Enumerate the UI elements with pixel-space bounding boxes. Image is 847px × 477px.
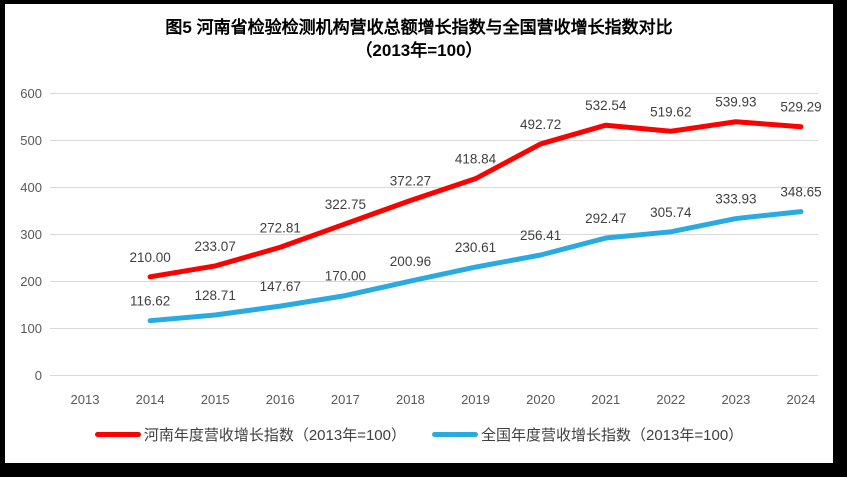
data-label-series-0: 372.27 xyxy=(390,174,431,189)
line-chart-plot-area: 0 100 200 300 400 500 600 2013 2014 2015 2016 2017 2… xyxy=(20,86,821,407)
data-label-series-0: 272.81 xyxy=(260,220,301,235)
x-axis-tick-label: 2021 xyxy=(591,392,620,407)
y-axis-tick-label: 300 xyxy=(20,227,42,242)
legend-item-henan: 河南年度营收增长指数（2013年=100） xyxy=(94,424,406,445)
y-axis-tick-label: 500 xyxy=(20,133,42,148)
x-axis-tick-label: 2022 xyxy=(656,392,685,407)
y-axis-tick-label: 200 xyxy=(20,274,42,289)
data-label-series-1: 305.74 xyxy=(650,205,692,220)
legend-item-national: 全国年度营收增长指数（2013年=100） xyxy=(432,424,743,445)
y-axis-tick-label: 0 xyxy=(35,368,42,383)
chart-figure: 图5 河南省检验检测机构营收总额增长指数与全国营收增长指数对比 （2013年=1… xyxy=(5,4,833,463)
x-axis-tick-label: 2015 xyxy=(201,392,230,407)
data-label-series-1: 348.65 xyxy=(780,185,821,200)
x-axis-tick-label: 2014 xyxy=(136,392,165,407)
data-label-series-0: 418.84 xyxy=(455,152,497,167)
data-label-series-1: 116.62 xyxy=(130,294,170,309)
data-label-series-1: 256.41 xyxy=(520,228,561,243)
data-label-series-0: 529.29 xyxy=(780,100,821,115)
data-label-series-0: 210.00 xyxy=(129,250,170,265)
data-label-series-0: 519.62 xyxy=(650,104,691,119)
x-axis-tick-label: 2017 xyxy=(331,392,360,407)
chart-title-line2: （2013年=100） xyxy=(355,41,483,61)
data-label-series-0: 233.07 xyxy=(195,239,236,254)
y-axis-tick-label: 400 xyxy=(20,180,42,195)
data-label-series-1: 147.67 xyxy=(260,279,301,294)
legend-label-national: 全国年度营收增长指数（2013年=100） xyxy=(481,427,744,444)
data-label-series-0: 322.75 xyxy=(325,197,366,212)
x-axis-tick-label: 2019 xyxy=(461,392,490,407)
data-label-series-0: 532.54 xyxy=(585,98,627,113)
henan-line-swatch-icon xyxy=(94,432,141,437)
data-label-series-1: 230.61 xyxy=(455,240,496,255)
x-axis-tick-label: 2018 xyxy=(396,392,425,407)
data-label-series-1: 170.00 xyxy=(325,269,366,284)
series-line-1 xyxy=(147,209,804,324)
y-axis-tick-label: 100 xyxy=(20,321,42,336)
data-label-series-1: 200.96 xyxy=(390,254,431,269)
x-axis-tick-label: 2024 xyxy=(787,392,816,407)
data-label-series-0: 492.72 xyxy=(520,117,561,132)
chart-title: 图5 河南省检验检测机构营收总额增长指数与全国营收增长指数对比 （2013年=1… xyxy=(5,16,833,63)
x-axis-tick-label: 2020 xyxy=(526,392,555,407)
y-axis-tick-label: 600 xyxy=(20,86,42,101)
legend-label-henan: 河南年度营收增长指数（2013年=100） xyxy=(143,427,406,444)
data-label-series-1: 333.93 xyxy=(715,192,756,207)
data-label-series-0: 539.93 xyxy=(715,95,756,110)
national-line-swatch-icon xyxy=(432,432,478,437)
x-axis-tick-label: 2016 xyxy=(266,392,295,407)
data-label-series-1: 292.47 xyxy=(585,211,626,226)
chart-legend: 河南年度营收增长指数（2013年=100） 全国年度营收增长指数（2013年=1… xyxy=(5,424,833,445)
series-line-0 xyxy=(147,119,804,280)
x-axis-tick-label: 2013 xyxy=(71,392,100,407)
data-label-series-1: 128.71 xyxy=(195,288,236,303)
chart-title-line1: 图5 河南省检验检测机构营收总额增长指数与全国营收增长指数对比 xyxy=(165,18,673,37)
x-axis-tick-label: 2023 xyxy=(721,392,750,407)
